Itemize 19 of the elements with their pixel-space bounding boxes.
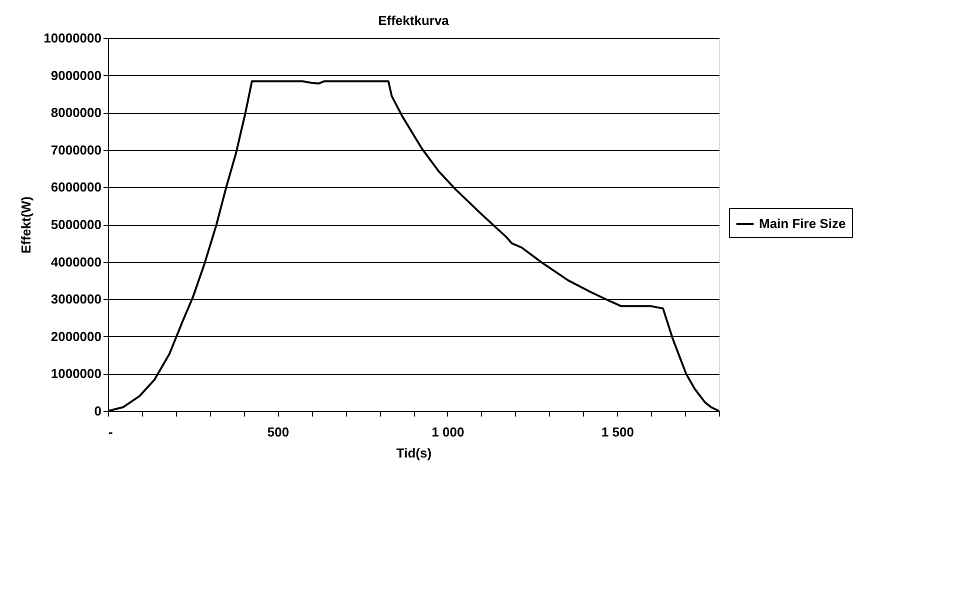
- y-tick-label: 1000000: [50, 366, 102, 382]
- x-tick-label: 1 000: [432, 424, 464, 440]
- x-tick-label: 1 500: [601, 424, 634, 440]
- y-axis-title: Effekt(W): [18, 196, 34, 254]
- y-tick-label: 3000000: [50, 292, 102, 307]
- y-tick-label: 4000000: [50, 254, 102, 270]
- y-tick-label: 5000000: [50, 217, 102, 232]
- legend-label: Main Fire Size: [759, 216, 846, 231]
- y-tick-label: 6000000: [50, 180, 102, 195]
- y-tick-label: 0: [94, 404, 102, 418]
- y-tick-label: 8000000: [50, 105, 102, 120]
- y-tick-label: 7000000: [50, 142, 102, 158]
- x-axis-title: Tid(s): [396, 446, 432, 460]
- x-tick-label: 500: [267, 424, 290, 440]
- x-tick-label: -: [108, 424, 113, 440]
- y-tick-label: 2000000: [50, 328, 102, 344]
- y-tick-label: 9000000: [50, 68, 102, 83]
- chart-title: Effektkurva: [378, 13, 450, 28]
- y-tick-label: 10000000: [44, 30, 102, 46]
